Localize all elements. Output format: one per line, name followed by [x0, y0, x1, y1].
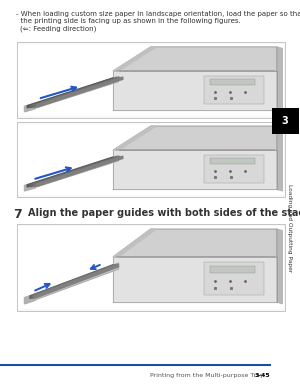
- Polygon shape: [113, 229, 277, 257]
- FancyBboxPatch shape: [16, 122, 285, 197]
- Polygon shape: [113, 71, 277, 110]
- Text: (⇐: Feeding direction): (⇐: Feeding direction): [20, 25, 96, 32]
- Polygon shape: [25, 263, 118, 304]
- Polygon shape: [37, 156, 123, 186]
- FancyBboxPatch shape: [205, 262, 263, 295]
- Polygon shape: [113, 126, 156, 150]
- Polygon shape: [113, 257, 277, 302]
- Text: Loading and Outputting Paper: Loading and Outputting Paper: [287, 184, 292, 272]
- Polygon shape: [27, 78, 113, 108]
- FancyBboxPatch shape: [205, 76, 263, 104]
- FancyBboxPatch shape: [18, 226, 284, 309]
- FancyBboxPatch shape: [210, 79, 256, 85]
- Polygon shape: [31, 78, 116, 108]
- FancyBboxPatch shape: [18, 44, 284, 116]
- FancyBboxPatch shape: [272, 108, 298, 134]
- Polygon shape: [25, 156, 118, 191]
- Polygon shape: [31, 157, 116, 187]
- FancyBboxPatch shape: [205, 155, 263, 183]
- Polygon shape: [277, 229, 282, 304]
- Polygon shape: [25, 294, 35, 304]
- Polygon shape: [25, 183, 35, 191]
- Polygon shape: [277, 47, 282, 112]
- Polygon shape: [113, 150, 277, 190]
- Text: Align the paper guides with both sides of the stack.: Align the paper guides with both sides o…: [28, 208, 300, 218]
- FancyBboxPatch shape: [18, 124, 284, 195]
- Polygon shape: [30, 265, 113, 299]
- Text: 3: 3: [282, 116, 288, 126]
- FancyBboxPatch shape: [16, 42, 285, 118]
- Text: the printing side is facing up as shown in the following figures.: the printing side is facing up as shown …: [16, 18, 241, 24]
- Polygon shape: [25, 103, 35, 112]
- Polygon shape: [113, 47, 277, 71]
- Text: Printing from the Multi-purpose Tray: Printing from the Multi-purpose Tray: [150, 373, 264, 378]
- Polygon shape: [113, 229, 156, 257]
- Polygon shape: [34, 77, 120, 107]
- Text: 7: 7: [14, 208, 22, 222]
- Polygon shape: [277, 126, 282, 191]
- Polygon shape: [113, 47, 156, 71]
- Text: - When loading custom size paper in landscape orientation, load the paper so tha: - When loading custom size paper in land…: [16, 11, 300, 17]
- Polygon shape: [33, 264, 116, 298]
- FancyBboxPatch shape: [210, 266, 256, 273]
- FancyBboxPatch shape: [210, 158, 256, 164]
- Polygon shape: [35, 264, 118, 298]
- Polygon shape: [34, 156, 120, 186]
- FancyBboxPatch shape: [16, 224, 285, 311]
- Polygon shape: [113, 126, 277, 150]
- Polygon shape: [27, 157, 113, 187]
- Text: 3-45: 3-45: [254, 373, 270, 378]
- Polygon shape: [37, 77, 123, 107]
- Polygon shape: [25, 76, 118, 112]
